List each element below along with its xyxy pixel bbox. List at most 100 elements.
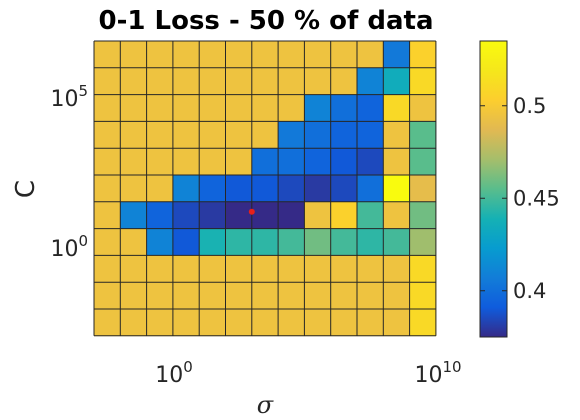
heatmap-cell — [330, 41, 358, 69]
heatmap-cell — [383, 94, 410, 122]
heatmap-cell — [304, 255, 332, 283]
heatmap-cell — [172, 309, 200, 337]
heatmap-cell — [330, 94, 358, 122]
heatmap-cell — [251, 121, 279, 149]
heatmap-cell — [120, 67, 147, 95]
heatmap-cell — [146, 282, 174, 310]
marker-layer — [248, 208, 255, 215]
heatmap-cell — [409, 309, 437, 337]
colorbar-tick-label: 0.5 — [513, 94, 546, 118]
heatmap-cell — [304, 41, 332, 69]
heatmap-cell — [278, 148, 305, 176]
heatmap-cell — [278, 309, 305, 337]
heatmap-cell — [383, 282, 410, 310]
heatmap-cell — [304, 148, 332, 176]
heatmap-cell — [172, 282, 200, 310]
heatmap-cell — [225, 309, 253, 337]
heatmap-cell — [225, 255, 253, 283]
heatmap-cell — [383, 121, 410, 149]
heatmap-cell — [409, 148, 437, 176]
heatmap-cell — [225, 94, 253, 122]
heatmap-cells — [94, 41, 437, 337]
heatmap-cell — [146, 121, 174, 149]
minimum-marker — [248, 208, 255, 215]
heatmap-cell — [251, 309, 279, 337]
heatmap-cell — [304, 121, 332, 149]
heatmap-cell — [225, 41, 253, 69]
heatmap-cell — [251, 175, 279, 203]
heatmap-cell — [120, 175, 147, 203]
colorbar-tick-label: 0.45 — [513, 186, 560, 210]
heatmap-cell — [409, 175, 437, 203]
heatmap-cell — [409, 94, 437, 122]
heatmap-cell — [304, 67, 332, 95]
heatmap-cell — [199, 67, 226, 95]
heatmap-cell — [357, 309, 384, 337]
heatmap-cell — [225, 148, 253, 176]
heatmap-cell — [251, 201, 279, 229]
heatmap-cell — [199, 228, 226, 256]
heatmap-cell — [146, 309, 174, 337]
heatmap-cell — [120, 309, 147, 337]
heatmap-cell — [94, 282, 121, 310]
heatmap-cell — [357, 67, 384, 95]
heatmap-cell — [409, 121, 437, 149]
heatmap-cell — [199, 175, 226, 203]
heatmap-cell — [146, 94, 174, 122]
heatmap-cell — [120, 148, 147, 176]
colorbar-tick-label: 0.4 — [513, 279, 546, 303]
heatmap-cell — [251, 94, 279, 122]
heatmap-cell — [146, 201, 174, 229]
heatmap-cell — [94, 255, 121, 283]
heatmap-cell — [146, 255, 174, 283]
heatmap-cell — [357, 94, 384, 122]
colorbar-ticks: 0.4 0.45 0.5 — [480, 94, 560, 303]
heatmap-cell — [199, 121, 226, 149]
heatmap-cell — [94, 309, 121, 337]
heatmap-cell — [120, 282, 147, 310]
colorbar — [479, 40, 508, 338]
heatmap-cell — [199, 309, 226, 337]
heatmap-cell — [383, 67, 410, 95]
heatmap-cell — [172, 148, 200, 176]
heatmap-cell — [278, 121, 305, 149]
heatmap-cell — [409, 67, 437, 95]
heatmap-cell — [278, 41, 305, 69]
heatmap-cell — [330, 121, 358, 149]
y-tick-label: 100 — [50, 232, 88, 262]
heatmap-cell — [225, 67, 253, 95]
heatmap-cell — [94, 201, 121, 229]
heatmap-cell — [94, 94, 121, 122]
heatmap-cell — [94, 148, 121, 176]
heatmap-cell — [251, 255, 279, 283]
heatmap-cell — [357, 228, 384, 256]
heatmap-cell — [120, 255, 147, 283]
heatmap-cell — [94, 175, 121, 203]
heatmap-cell — [278, 175, 305, 203]
heatmap-cell — [199, 282, 226, 310]
heatmap-cell — [120, 228, 147, 256]
heatmap-cell — [251, 148, 279, 176]
heatmap-cell — [225, 282, 253, 310]
heatmap-cell — [304, 201, 332, 229]
heatmap-cell — [383, 228, 410, 256]
heatmap-cell — [172, 255, 200, 283]
heatmap-cell — [251, 282, 279, 310]
heatmap-cell — [304, 94, 332, 122]
heatmap-cell — [304, 309, 332, 337]
heatmap-cell — [383, 41, 410, 69]
heatmap-cell — [120, 201, 147, 229]
heatmap-cell — [172, 94, 200, 122]
heatmap-cell — [330, 201, 358, 229]
heatmap-cell — [199, 94, 226, 122]
y-axis-ticks: 105 100 — [50, 82, 88, 262]
heatmap-cell — [357, 201, 384, 229]
heatmap-cell — [278, 282, 305, 310]
heatmap-cell — [278, 201, 305, 229]
heatmap-cell — [225, 228, 253, 256]
heatmap-cell — [146, 41, 174, 69]
heatmap-cell — [357, 282, 384, 310]
heatmap-cell — [357, 148, 384, 176]
heatmap-cell — [278, 67, 305, 95]
